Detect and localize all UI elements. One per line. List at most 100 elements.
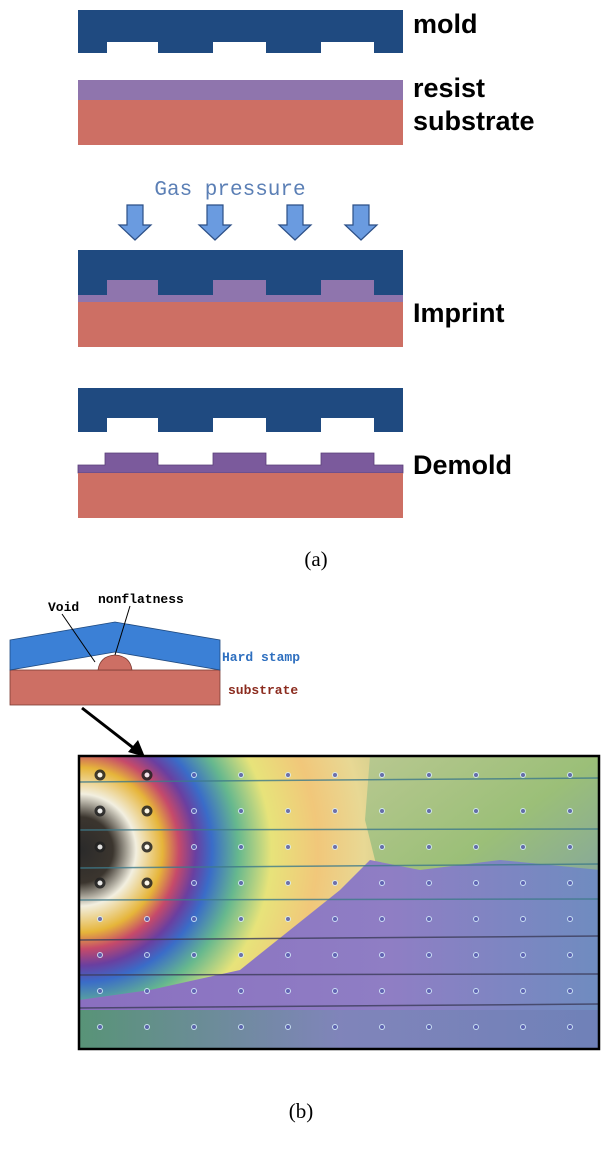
pointer-arrow: [82, 708, 136, 750]
dot: [380, 917, 385, 922]
dot: [568, 953, 573, 958]
dot: [143, 879, 151, 887]
dot: [568, 989, 573, 994]
dot: [427, 773, 432, 778]
dot: [239, 773, 244, 778]
down-arrow: [199, 205, 231, 240]
down-arrow: [119, 205, 151, 240]
dot: [427, 989, 432, 994]
dot: [474, 881, 479, 886]
dot: [521, 845, 526, 850]
dot: [427, 1025, 432, 1030]
resist-layer: [78, 80, 403, 100]
caption: (a): [304, 547, 327, 571]
dot: [286, 989, 291, 994]
label: resist: [413, 73, 485, 103]
dot: [521, 1025, 526, 1030]
dot: [96, 771, 104, 779]
dot: [98, 1025, 103, 1030]
substrate-layer: [10, 670, 220, 705]
dot: [521, 989, 526, 994]
dot: [239, 809, 244, 814]
dot: [333, 773, 338, 778]
label: Hard stamp: [222, 650, 300, 665]
substrate-layer: [78, 100, 403, 145]
dot: [568, 1025, 573, 1030]
dot: [192, 845, 197, 850]
scratch-line: [79, 899, 600, 900]
dot: [427, 845, 432, 850]
label: substrate: [413, 106, 535, 136]
dot: [239, 917, 244, 922]
dot: [568, 845, 573, 850]
dot: [192, 773, 197, 778]
dot: [239, 1025, 244, 1030]
label: Gas pressure: [154, 179, 305, 202]
dot: [286, 809, 291, 814]
down-arrow: [279, 205, 311, 240]
dot: [286, 953, 291, 958]
dot: [145, 917, 150, 922]
dot: [333, 989, 338, 994]
dot: [143, 771, 151, 779]
dot: [333, 881, 338, 886]
dot: [192, 989, 197, 994]
mold: [78, 10, 403, 53]
dot: [380, 1025, 385, 1030]
dot: [192, 809, 197, 814]
dot: [192, 1025, 197, 1030]
micrograph: [79, 756, 600, 1050]
dot: [474, 917, 479, 922]
label: Void: [48, 600, 79, 615]
dot: [145, 1025, 150, 1030]
dot: [521, 953, 526, 958]
substrate-layer: [78, 473, 403, 518]
dot: [96, 843, 104, 851]
dot: [380, 809, 385, 814]
dot: [568, 881, 573, 886]
dot: [427, 809, 432, 814]
mold: [78, 388, 403, 432]
dot: [145, 953, 150, 958]
dot: [380, 953, 385, 958]
label: mold: [413, 9, 478, 39]
bottom-band: [79, 1010, 599, 1050]
dot: [521, 809, 526, 814]
dot: [286, 917, 291, 922]
dot: [474, 953, 479, 958]
label: Demold: [413, 450, 512, 480]
pointer-arrowhead: [128, 740, 145, 757]
dot: [98, 989, 103, 994]
dot: [380, 773, 385, 778]
dot: [286, 845, 291, 850]
dot: [427, 953, 432, 958]
resist-layer: [78, 280, 403, 302]
dot: [143, 843, 151, 851]
figure: mold resist substrate Gas pressure Impri…: [0, 0, 602, 1154]
dot: [521, 917, 526, 922]
scratch-line: [79, 829, 600, 830]
dot: [145, 989, 150, 994]
dot: [568, 917, 573, 922]
dot: [286, 1025, 291, 1030]
scratch-line: [79, 974, 600, 975]
dot: [98, 953, 103, 958]
label: Imprint: [413, 298, 505, 328]
dot: [239, 845, 244, 850]
dot: [380, 989, 385, 994]
dot: [333, 953, 338, 958]
dot: [474, 773, 479, 778]
dot: [239, 953, 244, 958]
dot: [474, 809, 479, 814]
dot: [286, 773, 291, 778]
dot: [192, 953, 197, 958]
caption: (b): [289, 1099, 314, 1123]
dot: [239, 881, 244, 886]
dot: [521, 773, 526, 778]
dot: [143, 807, 151, 815]
dot: [568, 773, 573, 778]
dot: [568, 809, 573, 814]
dot: [474, 1025, 479, 1030]
dot: [239, 989, 244, 994]
dot: [333, 1025, 338, 1030]
